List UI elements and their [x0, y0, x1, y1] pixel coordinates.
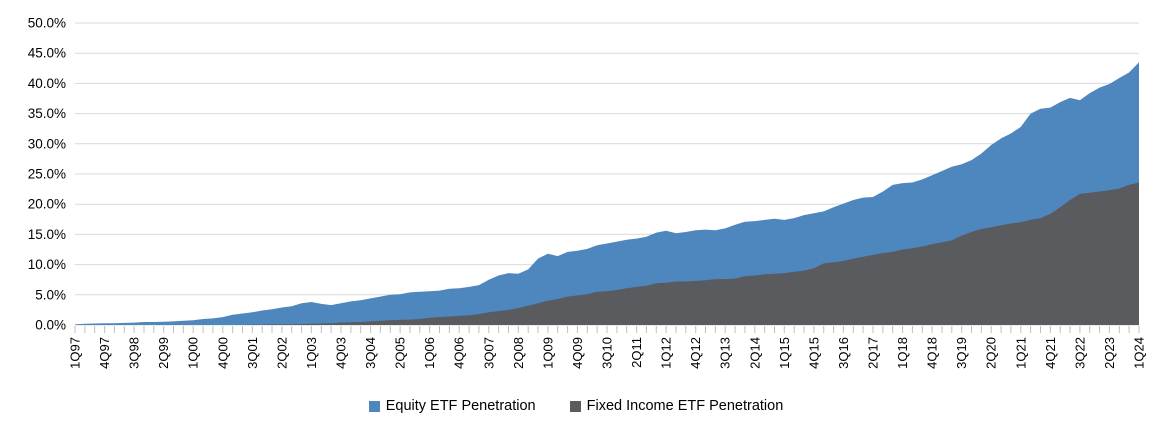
x-axis-tick-label: 3Q16	[836, 337, 851, 369]
x-axis-tick-label: 4Q18	[925, 337, 940, 369]
x-axis-tick-label: 3Q19	[954, 337, 969, 369]
equity-legend-swatch	[368, 400, 380, 412]
x-axis-tick-label: 1Q09	[540, 337, 555, 369]
x-axis-tick-label: 1Q06	[422, 337, 437, 369]
x-axis-tick-label: 3Q98	[127, 337, 142, 369]
legend: Equity ETF Penetration Fixed Income ETF …	[0, 399, 1152, 414]
x-axis-tick-label: 2Q08	[511, 337, 526, 369]
y-axis-tick-label: 0.0%	[35, 318, 66, 333]
y-axis-tick-label: 25.0%	[28, 167, 66, 182]
y-axis-tick-label: 45.0%	[28, 46, 66, 61]
x-axis-tick-label: 2Q23	[1102, 337, 1117, 369]
x-axis-tick-label: 2Q02	[274, 337, 289, 369]
x-axis-tick-label: 1Q18	[895, 337, 910, 369]
x-axis-tick-label: 2Q14	[747, 337, 762, 369]
x-axis-tick-label: 3Q10	[600, 337, 615, 369]
x-axis-tick-label: 3Q13	[718, 337, 733, 369]
x-axis-tick-label: 3Q07	[481, 337, 496, 369]
x-axis-tick-label: 4Q00	[215, 337, 230, 369]
x-axis-tick-label: 1Q15	[777, 337, 792, 369]
x-axis-tick-label: 1Q12	[659, 337, 674, 369]
plot-area: 0.0% 5.0% 10.0% 15.0% 20.0% 25.0% 30.0% 35.0% 40…	[28, 16, 1147, 369]
x-axis-tick-label: 2Q20	[984, 337, 999, 369]
x-axis-tick-label: 2Q05	[393, 337, 408, 369]
y-axis-tick-label: 5.0%	[35, 287, 66, 302]
x-axis-tick-label: 3Q01	[245, 337, 260, 369]
x-axis-tick-label: 4Q03	[334, 337, 349, 369]
x-axis-tick-label: 4Q06	[452, 337, 467, 369]
y-axis-tick-label: 10.0%	[28, 257, 66, 272]
legend-item-fixed-income: Fixed Income ETF Penetration	[569, 398, 784, 414]
x-axis-tick-label: 3Q22	[1072, 337, 1087, 369]
x-axis-tick-label: 1Q97	[68, 337, 83, 369]
equity-legend-label: Equity ETF Penetration	[385, 398, 536, 414]
x-axis-tick-label: 2Q17	[866, 337, 881, 369]
x-axis-tick-label: 1Q00	[186, 337, 201, 369]
x-axis-tick-label: 1Q24	[1132, 337, 1147, 369]
x-axis-tick-label: 2Q99	[156, 337, 171, 369]
legend-item-equity: Equity ETF Penetration	[368, 398, 536, 414]
x-axis-tick-label: 4Q21	[1043, 337, 1058, 369]
x-axis-tick-label: 4Q12	[688, 337, 703, 369]
x-axis-tick-label: 1Q03	[304, 337, 319, 369]
x-axis-tick-label: 4Q97	[97, 337, 112, 369]
y-axis-tick-label: 20.0%	[28, 197, 66, 212]
fixed-income-area-series	[75, 182, 1139, 325]
x-axis-tick-label: 4Q15	[806, 337, 821, 369]
y-axis-tick-label: 30.0%	[28, 136, 66, 151]
fixed-income-legend-label: Fixed Income ETF Penetration	[586, 398, 784, 414]
fixed-income-legend-swatch	[569, 400, 581, 412]
y-axis-tick-label: 50.0%	[28, 16, 66, 31]
y-axis-tick-label: 35.0%	[28, 106, 66, 121]
y-axis-tick-label: 40.0%	[28, 76, 66, 91]
x-axis-tick-label: 3Q04	[363, 337, 378, 369]
x-axis-tick-label: 1Q21	[1013, 337, 1028, 369]
x-axis-tick-label: 2Q11	[629, 337, 644, 368]
x-axis-tick-label: 4Q09	[570, 337, 585, 369]
y-axis-tick-label: 15.0%	[28, 227, 66, 242]
